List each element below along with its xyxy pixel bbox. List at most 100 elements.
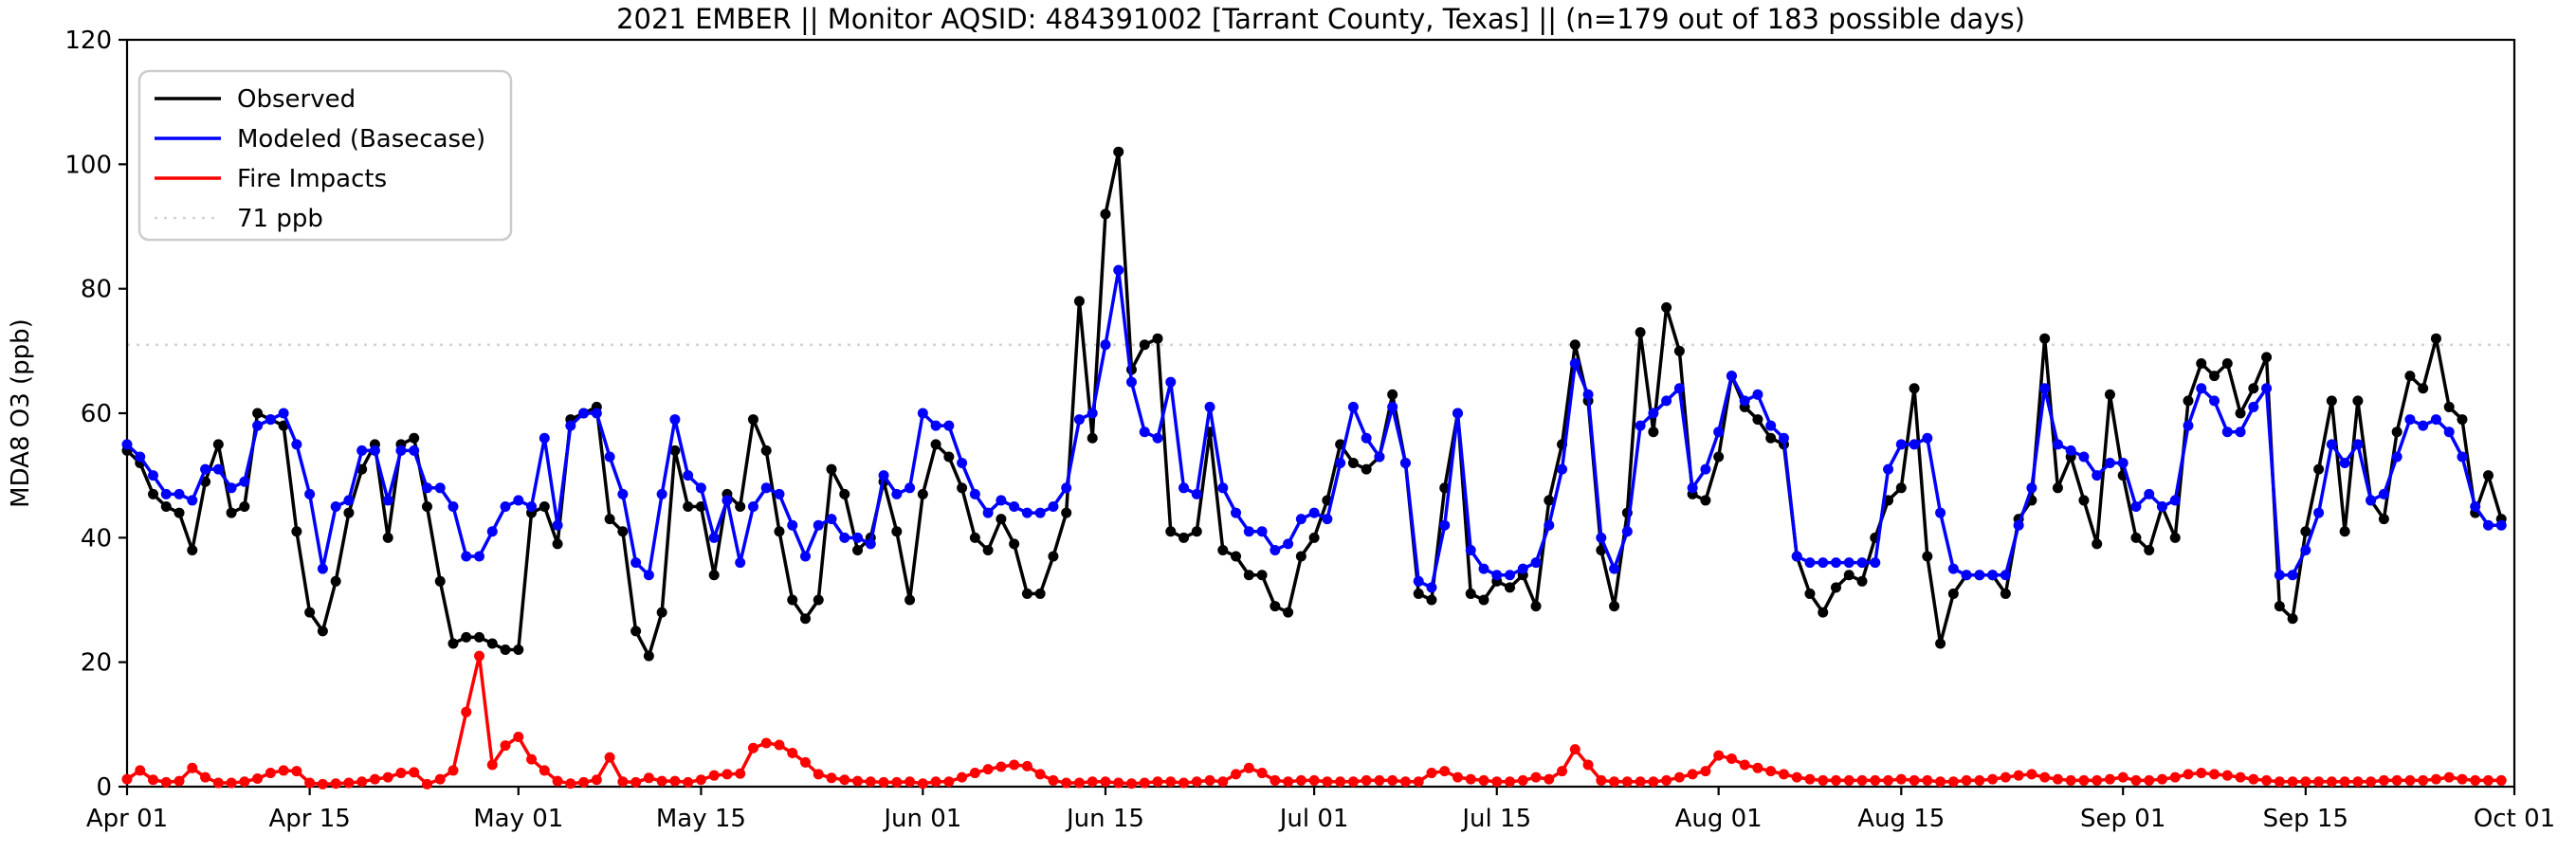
data-point (982, 544, 994, 555)
data-point (1752, 762, 1763, 773)
data-point (1739, 395, 1750, 407)
data-point (2482, 774, 2494, 786)
data-point (917, 778, 928, 789)
data-point (1922, 432, 1933, 444)
data-point (1778, 432, 1789, 444)
data-point (735, 501, 746, 512)
data-point (1804, 773, 1816, 785)
data-point (1804, 588, 1816, 599)
x-tick-label: Jul 15 (1460, 805, 1531, 833)
data-point (2443, 771, 2455, 783)
data-point (1465, 773, 1476, 785)
data-point (2104, 458, 2115, 469)
data-point (1739, 759, 1750, 771)
data-point (1922, 774, 1933, 786)
data-point (174, 775, 185, 787)
data-point (1544, 519, 1555, 531)
data-point (1843, 570, 1854, 581)
data-point (943, 451, 955, 463)
data-point (1987, 773, 1999, 785)
data-point (1283, 607, 1294, 618)
data-point (2183, 420, 2194, 431)
data-point (2209, 769, 2220, 780)
data-point (1021, 588, 1032, 599)
data-point (2026, 769, 2037, 780)
data-point (304, 488, 316, 499)
data-point (2144, 544, 2155, 555)
data-point (2261, 383, 2273, 394)
data-point (760, 737, 772, 749)
data-point (2000, 588, 2011, 599)
data-point (1557, 463, 1568, 475)
data-point (1113, 264, 1124, 276)
data-point (1034, 769, 1046, 780)
data-point (735, 768, 746, 779)
data-point (1152, 432, 1163, 444)
data-point (1243, 762, 1254, 773)
data-point (643, 650, 654, 662)
data-point (2287, 570, 2298, 581)
data-point (1073, 296, 1085, 307)
data-point (2443, 401, 2455, 412)
data-point (2418, 420, 2429, 431)
legend-box (137, 69, 513, 242)
data-point (486, 526, 498, 537)
data-point (526, 501, 538, 512)
data-point (1100, 339, 1111, 351)
x-tick-label: May 15 (656, 805, 746, 833)
data-point (799, 756, 811, 768)
data-point (2313, 507, 2325, 518)
data-point (2144, 774, 2155, 786)
data-point (239, 501, 250, 512)
data-point (2039, 771, 2051, 783)
x-tick-label: May 01 (473, 805, 563, 833)
data-point (1491, 570, 1503, 581)
data-point (2156, 501, 2167, 512)
data-point (1048, 774, 1059, 786)
data-point (421, 482, 432, 494)
data-point (1648, 426, 1659, 438)
data-point (2013, 519, 2024, 531)
data-point (1387, 401, 1398, 412)
data-point (1165, 376, 1177, 388)
data-point (643, 772, 654, 784)
data-point (1465, 588, 1476, 599)
data-point (1569, 357, 1580, 369)
data-point (747, 414, 758, 426)
data-point (121, 439, 133, 450)
data-point (395, 445, 407, 456)
x-tick-label: Aug 01 (1675, 805, 1763, 833)
data-point (1909, 774, 1920, 786)
data-point (448, 501, 459, 512)
data-point (2209, 371, 2220, 382)
data-point (1256, 570, 1268, 581)
data-point (187, 544, 198, 555)
y-tick-label: 60 (81, 400, 112, 428)
data-point (2352, 439, 2364, 450)
data-point (1505, 570, 1516, 581)
data-point (735, 557, 746, 569)
data-point (1517, 774, 1528, 786)
data-point (539, 432, 550, 444)
data-point (774, 526, 785, 537)
data-point (1478, 563, 1489, 574)
data-point (695, 482, 706, 494)
data-point (1818, 774, 1829, 786)
data-point (1113, 777, 1124, 789)
data-point (604, 752, 615, 763)
data-point (630, 626, 642, 637)
data-point (1673, 771, 1685, 783)
series-markers-modeled-basecase (121, 264, 2507, 593)
data-point (1530, 557, 1542, 569)
data-point (957, 458, 968, 469)
data-point (2430, 773, 2441, 785)
data-point (252, 408, 264, 419)
data-point (2339, 458, 2350, 469)
data-point (1818, 557, 1829, 569)
data-point (917, 488, 928, 499)
data-point (2378, 514, 2389, 525)
data-point (1935, 638, 1946, 649)
data-point (1530, 771, 1542, 783)
data-point (2495, 519, 2507, 531)
